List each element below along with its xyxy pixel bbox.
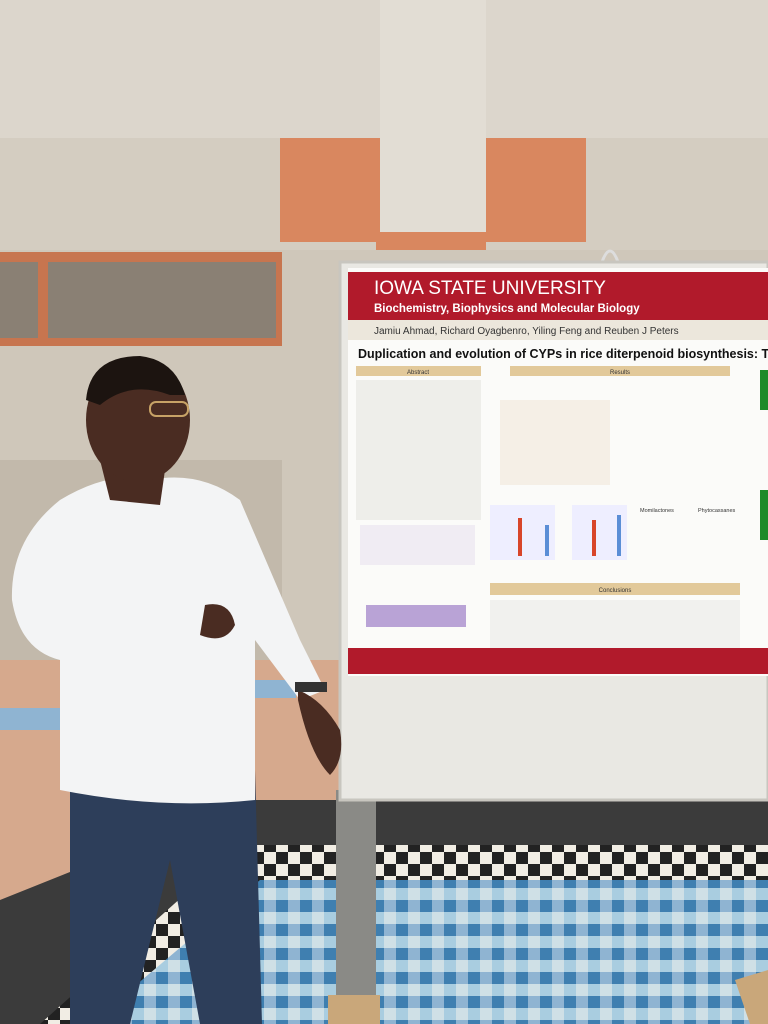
shirt [11,477,326,804]
results-figure [500,400,610,485]
abstract-text [356,380,481,520]
poster-header [348,272,768,320]
figure-bar [545,525,549,556]
blue-tile [0,708,60,730]
hair [86,356,185,405]
section-title: Conclusions [599,588,632,594]
authors-bar [348,320,768,340]
section-title: Results [610,370,630,376]
figure [366,605,466,627]
section-title: Abstract [407,370,429,376]
green-figure [760,490,768,540]
conclusions-text [490,600,740,650]
hand [200,604,235,639]
easel-leg [336,790,376,1020]
department: Biochemistry, Biophysics and Molecular B… [374,303,640,315]
bar-figure [490,505,555,560]
window [48,262,276,338]
glasses [149,401,189,417]
jeans [70,770,262,1024]
orange-panel [280,138,380,242]
authors: Jamiu Ahmad, Richard Oyagbenro, Yiling F… [374,326,679,337]
figure [360,525,475,565]
poster-content: IOWA STATE UNIVERSITY Biochemistry, Biop… [348,272,768,674]
watch [295,682,327,692]
figure-label: Momilactones [640,508,674,514]
section-header [356,366,481,376]
figure-bar [518,518,522,556]
poster-title: Duplication and evolution of CYPs in ric… [358,347,768,361]
orange-panel [486,138,586,242]
window [0,262,38,338]
university-name: IOWA STATE UNIVERSITY [374,278,606,299]
section-header [490,583,740,595]
figure-bar [592,520,596,556]
hand [298,690,342,775]
easel-foot [328,995,380,1024]
poster-footer [348,648,768,674]
easel-foot [735,970,768,1024]
section-header [510,366,730,376]
board-hook [600,249,620,263]
figure-bar [617,515,621,556]
blue-tile [246,680,296,698]
pillar [380,0,486,260]
figure-label: Phytocassanes [698,508,736,514]
green-figure [760,370,768,410]
